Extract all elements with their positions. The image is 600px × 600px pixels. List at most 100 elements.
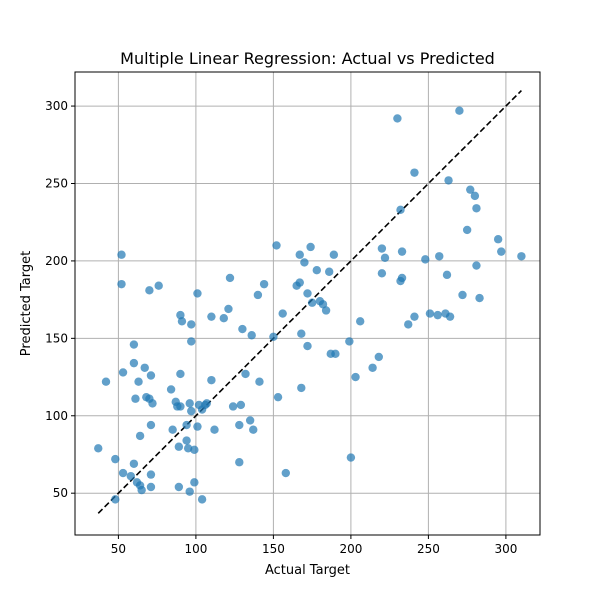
data-point (295, 278, 304, 287)
data-point (117, 279, 126, 289)
data-point (472, 204, 481, 213)
data-point (185, 487, 194, 496)
y-tick-label: 100 (45, 409, 68, 423)
data-point (185, 399, 194, 408)
data-point (397, 273, 407, 283)
x-tick-label: 100 (184, 542, 207, 556)
data-point (249, 425, 258, 434)
data-point (396, 205, 405, 215)
y-tick-label: 150 (45, 331, 68, 345)
data-point (134, 377, 143, 386)
data-point (166, 385, 176, 394)
data-point (255, 377, 264, 386)
data-point (190, 445, 199, 455)
data-point (207, 375, 216, 385)
data-point (377, 269, 387, 278)
data-point (458, 290, 467, 300)
data-point (321, 306, 331, 315)
data-point (135, 431, 145, 441)
x-tick-label: 200 (339, 542, 362, 556)
data-point (187, 337, 196, 346)
data-point (345, 337, 354, 346)
data-point (219, 314, 228, 323)
data-point (187, 320, 196, 329)
data-point (318, 300, 328, 309)
data-point (197, 495, 207, 504)
x-tick-label: 250 (417, 542, 440, 556)
x-axis: 50 100 150 200 250 300 (111, 535, 517, 556)
data-point (397, 247, 407, 256)
data-point (303, 341, 312, 351)
data-point (101, 377, 111, 386)
data-point (307, 298, 317, 307)
data-point (425, 309, 435, 318)
data-point (131, 394, 140, 403)
data-point (177, 317, 187, 326)
data-point (410, 312, 419, 321)
data-point (306, 242, 315, 252)
y-tick-label: 200 (45, 254, 68, 268)
data-point (462, 225, 472, 235)
x-tick-label: 150 (262, 542, 285, 556)
data-point (404, 320, 413, 329)
y-tick-label: 250 (45, 176, 68, 190)
data-point (470, 191, 480, 201)
data-point (421, 255, 430, 264)
data-point (259, 279, 269, 289)
y-axis: 50 100 150 200 250 300 (45, 99, 75, 500)
data-point (433, 310, 442, 320)
data-point (374, 352, 383, 362)
data-point (331, 349, 340, 359)
data-point (187, 406, 196, 416)
data-point (146, 470, 156, 479)
y-axis-label: Predicted Target (19, 251, 34, 356)
data-point (517, 252, 526, 261)
y-tick-label: 50 (53, 486, 68, 500)
data-point (202, 399, 211, 408)
data-point (253, 290, 263, 300)
data-point (273, 392, 283, 402)
x-tick-label: 300 (494, 542, 517, 556)
data-point (445, 312, 455, 321)
data-point (493, 235, 503, 244)
data-point (235, 458, 244, 467)
data-point (190, 478, 199, 487)
data-point (351, 372, 360, 382)
data-point (377, 244, 387, 253)
data-point (303, 289, 312, 298)
data-point (174, 482, 184, 492)
data-point (442, 270, 452, 280)
data-point (278, 309, 287, 318)
data-point (117, 250, 126, 259)
data-point (247, 331, 256, 340)
data-point (154, 281, 163, 290)
data-point (140, 363, 149, 372)
scatter-points (94, 106, 526, 504)
data-point (295, 250, 304, 259)
data-point (118, 368, 128, 377)
data-point (325, 267, 334, 276)
data-point (224, 304, 233, 314)
data-point (297, 383, 306, 393)
data-point (207, 312, 216, 321)
y-tick-label: 300 (45, 99, 68, 113)
data-point (245, 416, 255, 425)
data-point (176, 402, 185, 411)
data-point (312, 266, 321, 275)
data-point (455, 106, 464, 115)
data-point (346, 453, 356, 462)
data-point (238, 324, 247, 334)
data-point (176, 369, 185, 379)
data-point (168, 425, 177, 434)
data-point (235, 420, 244, 430)
data-point (126, 471, 135, 481)
grid (75, 72, 540, 535)
data-point (174, 442, 184, 451)
data-point (272, 241, 281, 250)
data-point (118, 468, 128, 478)
data-point (297, 329, 306, 338)
data-point (94, 444, 103, 453)
data-point (146, 482, 156, 492)
data-point (193, 422, 202, 431)
